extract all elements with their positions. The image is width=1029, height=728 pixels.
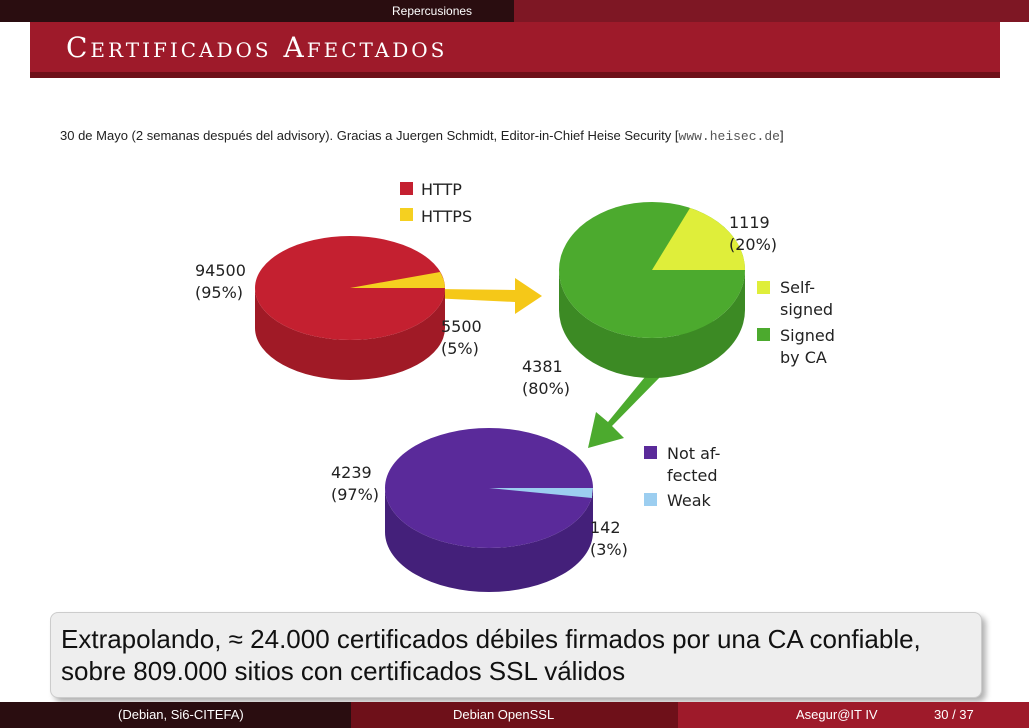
- label-weak-value: 142: [590, 518, 621, 537]
- subtitle-close: ]: [779, 128, 784, 143]
- subtitle: 30 de Mayo (2 semanas después del adviso…: [60, 128, 784, 144]
- legend-label-http: HTTP: [421, 180, 462, 199]
- header-bar-right: [514, 0, 1029, 22]
- label-self-signed-pct: (20%): [729, 235, 777, 254]
- legend-label-signed-by-ca: Signed by CA: [780, 326, 835, 367]
- page-title: Certificados Afectados: [66, 31, 448, 64]
- footer-event: Asegur@IT IV: [796, 707, 878, 722]
- subtitle-text: 30 de Mayo (2 semanas después del adviso…: [60, 128, 679, 143]
- legend-label-https: HTTPS: [421, 207, 472, 226]
- legend-label-self-signed: Self-signed: [780, 278, 833, 319]
- footer-center-segment: Debian OpenSSL: [351, 702, 678, 728]
- pie1-slice-https: [350, 272, 445, 288]
- pie-https-split: [559, 202, 745, 378]
- legend-swatch-https: [400, 208, 413, 221]
- legend-swatch-not-affected: [644, 446, 657, 459]
- pie3-side: [385, 488, 593, 592]
- legend-pie1: HTTP HTTPS: [400, 180, 472, 226]
- label-http-pct: (95%): [195, 283, 243, 302]
- footer-left-segment: (Debian, Si6-CITEFA): [0, 702, 351, 728]
- section-label[interactable]: Repercusiones: [392, 4, 473, 18]
- title-band: [30, 72, 1000, 78]
- callout-box: Extrapolando, ≈ 24.000 certificados débi…: [50, 612, 982, 698]
- legend-swatch-http: [400, 182, 413, 195]
- header-bar-left: [0, 0, 514, 22]
- footer-bar: (Debian, Si6-CITEFA) Debian OpenSSL Aseg…: [0, 702, 1029, 728]
- legend-pie3: Not af-fected Weak: [644, 444, 720, 510]
- title-bar: Certificados Afectados: [30, 22, 1000, 78]
- label-not-affected-value: 4239: [331, 463, 372, 482]
- legend-swatch-self-signed: [757, 281, 770, 294]
- footer-page-number: 30 / 37: [934, 707, 974, 722]
- legend-pie2: Self-signed Signed by CA: [757, 278, 835, 367]
- footer-right-segment: Asegur@IT IV 30 / 37: [678, 702, 1029, 728]
- pie2-slice-self-signed: [652, 208, 745, 270]
- callout-text: Extrapolando, ≈ 24.000 certificados débi…: [61, 624, 921, 686]
- pie-ca-split: [385, 428, 593, 592]
- pie-charts-figure: HTTP HTTPS Self-signed Signed by CA Not a…: [195, 180, 835, 592]
- label-https-value: 5500: [441, 317, 482, 336]
- label-self-signed-value: 1119: [729, 213, 770, 232]
- label-weak-pct: (3%): [590, 540, 628, 559]
- pie-http-https: [255, 236, 445, 380]
- legend-label-weak: Weak: [667, 491, 712, 510]
- footer-title: Debian OpenSSL: [453, 707, 555, 722]
- pie3-slice-weak: [489, 488, 593, 498]
- label-https-pct: (5%): [441, 339, 479, 358]
- legend-swatch-signed-by-ca: [757, 328, 770, 341]
- label-signed-ca-pct: (80%): [522, 379, 570, 398]
- legend-label-not-affected: Not af-fected: [667, 444, 720, 485]
- label-not-affected-pct: (97%): [331, 485, 379, 504]
- label-http-value: 94500: [195, 261, 246, 280]
- header-bar: Repercusiones: [0, 0, 1029, 22]
- legend-swatch-weak: [644, 493, 657, 506]
- pie2-side: [559, 270, 745, 378]
- pie1-side: [255, 288, 445, 380]
- footer-author: (Debian, Si6-CITEFA): [118, 707, 244, 722]
- label-signed-ca-value: 4381: [522, 357, 563, 376]
- subtitle-url[interactable]: www.heisec.de: [678, 129, 780, 144]
